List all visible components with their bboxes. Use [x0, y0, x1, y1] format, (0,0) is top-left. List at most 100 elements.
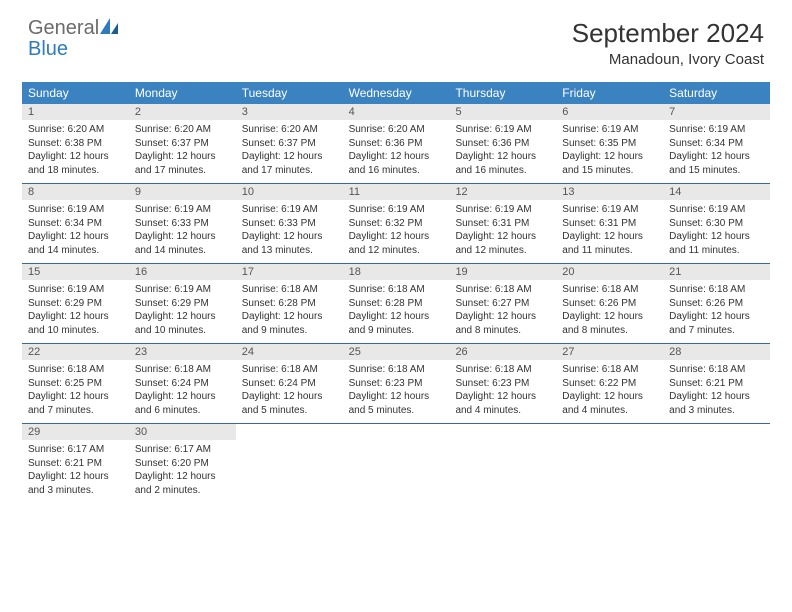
sunset-text: Sunset: 6:23 PM [455, 377, 550, 391]
sunrise-text: Sunrise: 6:20 AM [242, 123, 337, 137]
sunset-text: Sunset: 6:24 PM [242, 377, 337, 391]
day-number: 28 [663, 344, 770, 360]
daylight-line1: Daylight: 12 hours [242, 150, 337, 164]
month-title: September 2024 [572, 18, 764, 49]
day-number: 30 [129, 424, 236, 440]
day-info: Sunrise: 6:20 AMSunset: 6:36 PMDaylight:… [343, 123, 450, 177]
day-cell: 21Sunrise: 6:18 AMSunset: 6:26 PMDayligh… [663, 264, 770, 343]
sunrise-text: Sunrise: 6:19 AM [669, 123, 764, 137]
sunrise-text: Sunrise: 6:19 AM [135, 203, 230, 217]
day-cell: 9Sunrise: 6:19 AMSunset: 6:33 PMDaylight… [129, 184, 236, 263]
day-cell: 29Sunrise: 6:17 AMSunset: 6:21 PMDayligh… [22, 424, 129, 503]
day-cell: 10Sunrise: 6:19 AMSunset: 6:33 PMDayligh… [236, 184, 343, 263]
day-info: Sunrise: 6:19 AMSunset: 6:33 PMDaylight:… [129, 203, 236, 257]
day-header-row: Sunday Monday Tuesday Wednesday Thursday… [22, 82, 770, 104]
daylight-line1: Daylight: 12 hours [562, 150, 657, 164]
sunset-text: Sunset: 6:36 PM [455, 137, 550, 151]
sunset-text: Sunset: 6:35 PM [562, 137, 657, 151]
day-number: 4 [343, 104, 450, 120]
sunrise-text: Sunrise: 6:18 AM [669, 283, 764, 297]
sunset-text: Sunset: 6:20 PM [135, 457, 230, 471]
day-cell: 28Sunrise: 6:18 AMSunset: 6:21 PMDayligh… [663, 344, 770, 423]
day-cell: 7Sunrise: 6:19 AMSunset: 6:34 PMDaylight… [663, 104, 770, 183]
day-info: Sunrise: 6:18 AMSunset: 6:25 PMDaylight:… [22, 363, 129, 417]
daylight-line2: and 16 minutes. [455, 164, 550, 178]
sunrise-text: Sunrise: 6:19 AM [242, 203, 337, 217]
day-info: Sunrise: 6:18 AMSunset: 6:22 PMDaylight:… [556, 363, 663, 417]
daylight-line2: and 13 minutes. [242, 244, 337, 258]
daylight-line1: Daylight: 12 hours [349, 310, 444, 324]
day-info: Sunrise: 6:17 AMSunset: 6:21 PMDaylight:… [22, 443, 129, 497]
daylight-line2: and 14 minutes. [135, 244, 230, 258]
sunrise-text: Sunrise: 6:18 AM [135, 363, 230, 377]
day-header-sun: Sunday [22, 82, 129, 104]
sunset-text: Sunset: 6:38 PM [28, 137, 123, 151]
day-number: 23 [129, 344, 236, 360]
sunset-text: Sunset: 6:37 PM [135, 137, 230, 151]
day-info: Sunrise: 6:18 AMSunset: 6:24 PMDaylight:… [129, 363, 236, 417]
daylight-line1: Daylight: 12 hours [455, 230, 550, 244]
sunset-text: Sunset: 6:30 PM [669, 217, 764, 231]
day-cell: 5 Sunrise: 6:19 AMSunset: 6:36 PMDaylight… [449, 104, 556, 183]
logo-text-blue: Blue [28, 38, 68, 60]
sail-icon [100, 18, 118, 39]
day-info: Sunrise: 6:19 AMSunset: 6:34 PMDaylight:… [663, 123, 770, 177]
day-cell: 17Sunrise: 6:18 AMSunset: 6:28 PMDayligh… [236, 264, 343, 343]
sunrise-text: Sunrise: 6:18 AM [669, 363, 764, 377]
daylight-line2: and 15 minutes. [562, 164, 657, 178]
day-cell: 26 Sunrise: 6:18 AMSunset: 6:23 PMDayligh… [449, 344, 556, 423]
sunrise-text: Sunrise: 6:17 AM [135, 443, 230, 457]
week-row: 15Sunrise: 6:19 AMSunset: 6:29 PMDayligh… [22, 264, 770, 344]
sunrise-text: Sunrise: 6:18 AM [562, 283, 657, 297]
day-header-mon: Monday [129, 82, 236, 104]
day-cell: 15Sunrise: 6:19 AMSunset: 6:29 PMDayligh… [22, 264, 129, 343]
sunrise-text: Sunrise: 6:18 AM [28, 363, 123, 377]
sunset-text: Sunset: 6:26 PM [669, 297, 764, 311]
daylight-line2: and 2 minutes. [135, 484, 230, 498]
day-info: Sunrise: 6:20 AMSunset: 6:37 PMDaylight:… [236, 123, 343, 177]
daylight-line2: and 12 minutes. [455, 244, 550, 258]
daylight-line2: and 17 minutes. [242, 164, 337, 178]
day-cell: 3Sunrise: 6:20 AMSunset: 6:37 PMDaylight… [236, 104, 343, 183]
sunset-text: Sunset: 6:33 PM [135, 217, 230, 231]
day-number: 13 [556, 184, 663, 200]
day-cell: 30Sunrise: 6:17 AMSunset: 6:20 PMDayligh… [129, 424, 236, 503]
day-number: 5 [449, 104, 556, 120]
day-cell: 25Sunrise: 6:18 AMSunset: 6:23 PMDayligh… [343, 344, 450, 423]
sunset-text: Sunset: 6:31 PM [455, 217, 550, 231]
sunrise-text: Sunrise: 6:19 AM [349, 203, 444, 217]
daylight-line2: and 14 minutes. [28, 244, 123, 258]
day-info: Sunrise: 6:18 AMSunset: 6:26 PMDaylight:… [663, 283, 770, 337]
day-info: Sunrise: 6:18 AMSunset: 6:23 PMDaylight:… [449, 363, 556, 417]
sunrise-text: Sunrise: 6:19 AM [135, 283, 230, 297]
day-cell: 6Sunrise: 6:19 AMSunset: 6:35 PMDaylight… [556, 104, 663, 183]
sunset-text: Sunset: 6:34 PM [28, 217, 123, 231]
day-number: 14 [663, 184, 770, 200]
day-info: Sunrise: 6:19 AMSunset: 6:32 PMDaylight:… [343, 203, 450, 257]
week-row: 8Sunrise: 6:19 AMSunset: 6:34 PMDaylight… [22, 184, 770, 264]
day-number: 26 [449, 344, 556, 360]
daylight-line2: and 4 minutes. [455, 404, 550, 418]
day-number: 25 [343, 344, 450, 360]
daylight-line2: and 10 minutes. [135, 324, 230, 338]
week-row: 22Sunrise: 6:18 AMSunset: 6:25 PMDayligh… [22, 344, 770, 424]
day-info: Sunrise: 6:19 AMSunset: 6:36 PMDaylight:… [449, 123, 556, 177]
sunset-text: Sunset: 6:26 PM [562, 297, 657, 311]
day-cell: 11Sunrise: 6:19 AMSunset: 6:32 PMDayligh… [343, 184, 450, 263]
daylight-line1: Daylight: 12 hours [562, 310, 657, 324]
daylight-line1: Daylight: 12 hours [349, 150, 444, 164]
daylight-line2: and 3 minutes. [28, 484, 123, 498]
day-number: 17 [236, 264, 343, 280]
day-info: Sunrise: 6:19 AMSunset: 6:31 PMDaylight:… [556, 203, 663, 257]
sunrise-text: Sunrise: 6:19 AM [28, 283, 123, 297]
daylight-line1: Daylight: 12 hours [669, 390, 764, 404]
day-cell: 20Sunrise: 6:18 AMSunset: 6:26 PMDayligh… [556, 264, 663, 343]
daylight-line2: and 15 minutes. [669, 164, 764, 178]
title-block: September 2024 Manadoun, Ivory Coast [572, 18, 764, 68]
day-cell: 27Sunrise: 6:18 AMSunset: 6:22 PMDayligh… [556, 344, 663, 423]
sunrise-text: Sunrise: 6:19 AM [455, 203, 550, 217]
day-cell: 2Sunrise: 6:20 AMSunset: 6:37 PMDaylight… [129, 104, 236, 183]
sunrise-text: Sunrise: 6:18 AM [562, 363, 657, 377]
sunset-text: Sunset: 6:28 PM [242, 297, 337, 311]
logo-text-general: General [28, 17, 99, 39]
